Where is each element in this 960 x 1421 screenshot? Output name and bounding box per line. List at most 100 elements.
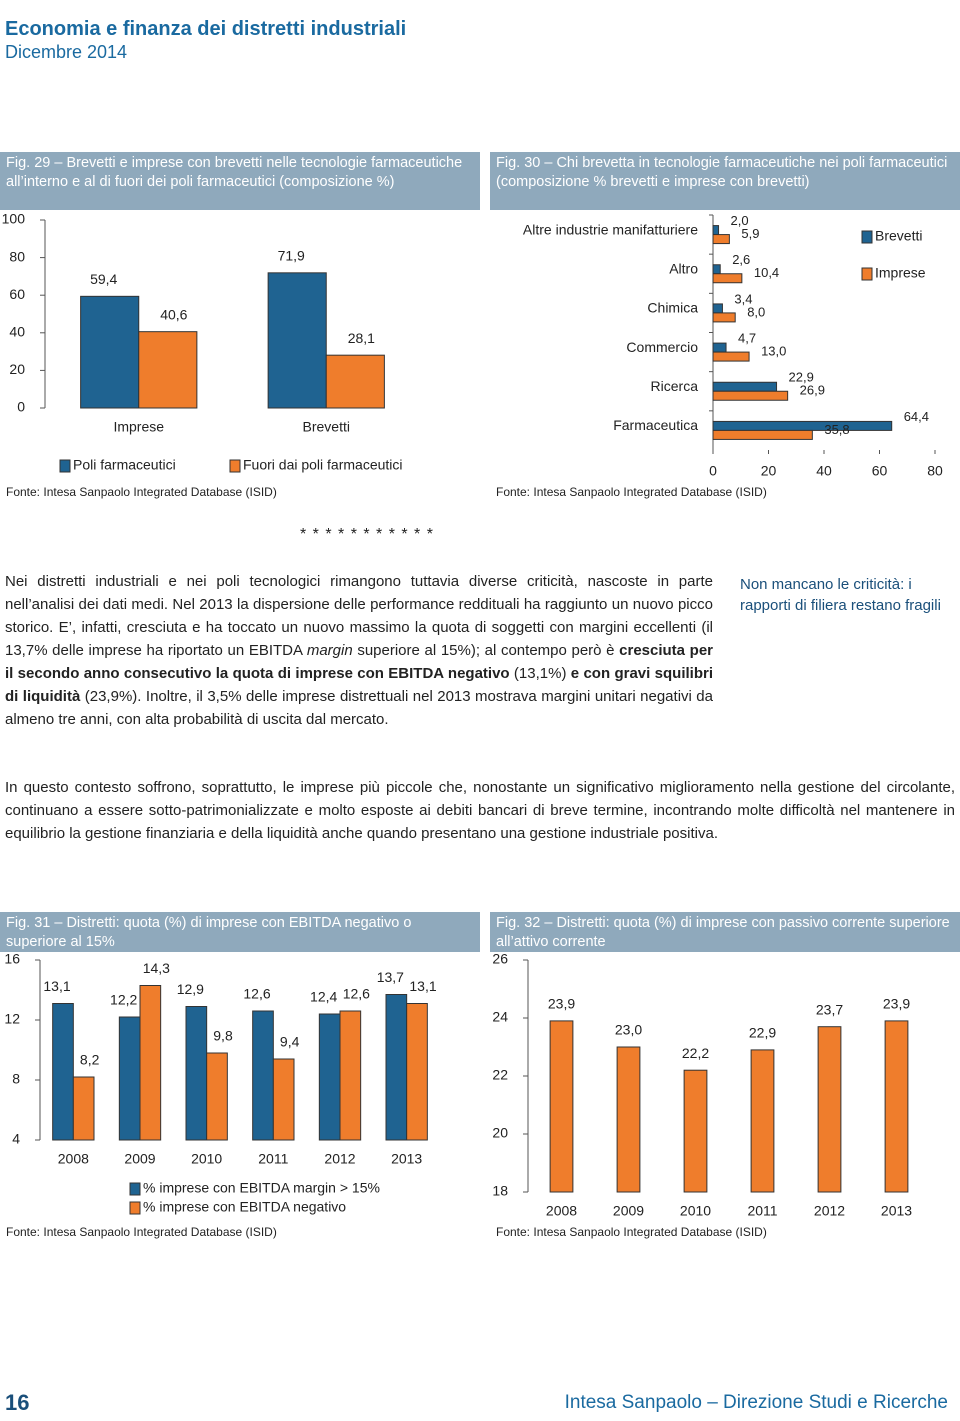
y-tick-label: 24 [492, 1009, 508, 1025]
data-label: 22,9 [749, 1025, 776, 1041]
data-label: 13,1 [409, 978, 436, 994]
publisher: Intesa Sanpaolo – Direzione Studi e Rice… [564, 1392, 948, 1413]
x-tick-label: Brevetti [303, 419, 350, 435]
data-label: 26,9 [800, 383, 825, 398]
chart-title: Fig. 30 – Chi brevetta in tecnologie far… [490, 152, 960, 210]
bar [206, 1052, 228, 1141]
legend-swatch [59, 459, 71, 473]
data-label: 2,0 [731, 213, 749, 228]
y-tick-label: 4 [12, 1131, 20, 1147]
y-tick-label: Commercio [626, 339, 698, 355]
bar [712, 381, 778, 392]
header-date: Dicembre 2014 [5, 42, 128, 62]
data-label: 13,0 [761, 344, 786, 359]
x-tick-label: 20 [761, 463, 777, 479]
legend-swatch [861, 267, 873, 281]
y-tick-label: 80 [9, 248, 25, 264]
bar [118, 1016, 141, 1141]
x-tick-label: 2009 [613, 1203, 644, 1219]
bar [712, 420, 893, 431]
bar [750, 1049, 775, 1193]
data-label: 64,4 [904, 409, 929, 424]
bar [52, 1003, 74, 1141]
data-label: 8,2 [80, 1052, 100, 1068]
data-label: 59,4 [90, 271, 117, 287]
y-tick-label: 22 [492, 1067, 508, 1083]
x-tick-label: 2012 [324, 1151, 355, 1167]
bar [712, 225, 720, 236]
data-label: 13,7 [377, 969, 404, 985]
x-tick-label: 2011 [747, 1203, 777, 1219]
y-tick-label: 40 [9, 324, 25, 340]
data-label: 12,6 [243, 986, 270, 1002]
chart-source: Fonte: Intesa Sanpaolo Integrated Databa… [496, 485, 767, 499]
x-tick-label: 2008 [58, 1151, 89, 1167]
chart-title: Fig. 31 – Distretti: quota (%) di impres… [0, 912, 480, 952]
bar [185, 1006, 208, 1141]
y-tick-label: Altre industrie manifatturiere [523, 221, 698, 237]
data-label: 12,4 [310, 989, 337, 1005]
bar [272, 1058, 295, 1141]
chart-source: Fonte: Intesa Sanpaolo Integrated Databa… [496, 1225, 767, 1239]
y-tick-label: 100 [2, 211, 26, 227]
chart-title: Fig. 32 – Distretti: quota (%) di impres… [490, 912, 960, 952]
chart-title: Fig. 29 – Brevetti e imprese con brevett… [0, 152, 480, 210]
chart-source: Fonte: Intesa Sanpaolo Integrated Databa… [6, 485, 277, 499]
x-tick-label: 2013 [391, 1151, 422, 1167]
text-run: cresciuta per il secondo anno consecutiv… [5, 642, 713, 682]
text-run: e con gravi squilibri di liquidità [5, 665, 713, 705]
bar [325, 354, 385, 409]
data-label: 22,2 [682, 1045, 709, 1061]
bar [712, 264, 721, 275]
data-label: 10,4 [754, 265, 779, 280]
bar [712, 390, 789, 401]
bar [318, 1013, 341, 1141]
sidenote: Non mancano le criticità: i rapporti di … [740, 576, 941, 614]
bar [138, 331, 198, 409]
y-tick-label: 60 [9, 286, 25, 302]
text-run: margin [306, 642, 353, 659]
bar [712, 234, 730, 245]
data-label: 4,7 [738, 331, 756, 346]
bar [616, 1046, 641, 1193]
data-label: 23,0 [615, 1022, 642, 1038]
y-tick-label: Ricerca [651, 378, 699, 394]
bar [339, 1010, 362, 1141]
bar [385, 994, 408, 1141]
bar [683, 1069, 708, 1193]
y-tick-label: 16 [4, 951, 20, 967]
data-label: 12,9 [177, 981, 204, 997]
data-label: 9,4 [280, 1034, 300, 1050]
page-number: 16 [5, 1390, 30, 1415]
data-label: 23,7 [816, 1001, 843, 1017]
data-label: 9,8 [213, 1028, 233, 1044]
separator: * * * * * * * * * * * [300, 526, 434, 543]
legend-swatch [129, 1182, 141, 1196]
data-label: 23,9 [883, 996, 910, 1012]
y-tick-label: Farmaceutica [613, 417, 698, 433]
bar [80, 295, 140, 409]
data-label: 12,2 [110, 992, 137, 1008]
data-label: 13,1 [43, 978, 70, 994]
y-tick-label: 8 [12, 1071, 20, 1087]
text-run: (13,1%) [509, 665, 571, 682]
legend-label: Poli farmaceutici [73, 457, 176, 473]
data-label: 2,6 [732, 252, 750, 267]
x-tick-label: 2013 [881, 1203, 912, 1219]
bar [406, 1003, 428, 1141]
x-tick-label: 40 [816, 463, 832, 479]
data-label: 23,9 [548, 996, 575, 1012]
data-label: 14,3 [143, 960, 170, 976]
paragraph: In questo contesto soffrono, soprattutto… [5, 779, 955, 842]
bar [139, 985, 162, 1141]
x-tick-label: 2012 [814, 1203, 845, 1219]
bar [712, 351, 750, 362]
bar [712, 342, 727, 353]
x-tick-label: 2011 [258, 1151, 288, 1167]
legend-label: Fuori dai poli farmaceutici [243, 457, 403, 473]
data-label: 71,9 [278, 248, 305, 264]
data-label: 22,9 [789, 370, 814, 385]
bar [72, 1076, 95, 1141]
